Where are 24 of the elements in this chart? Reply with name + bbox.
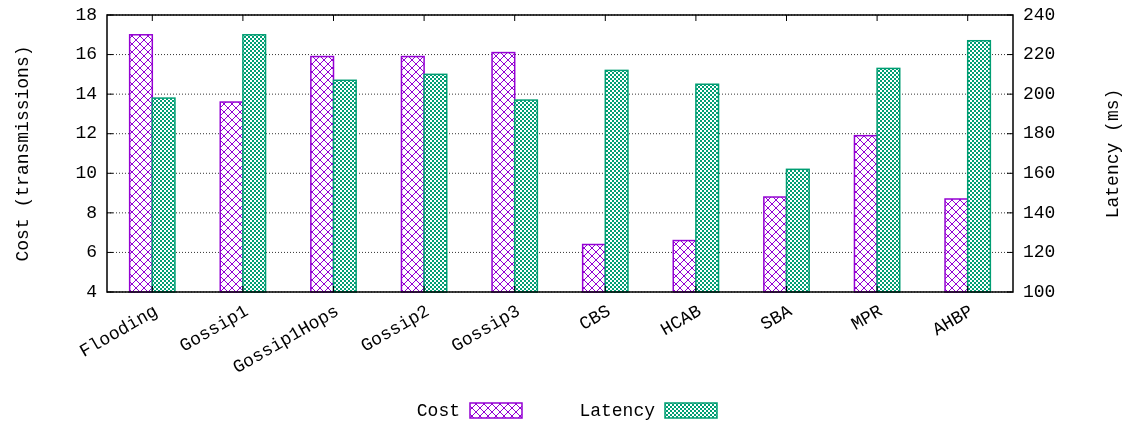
y2-tick-label: 140 [1023,202,1056,223]
y2-tick-label: 120 [1023,242,1056,263]
y-axis-title: Cost (transmissions) [13,45,33,262]
legend-label: Latency [579,400,656,421]
y-tick-label: 10 [75,163,97,184]
y-tick-label: 6 [86,242,97,263]
y2-tick-label: 100 [1023,281,1056,302]
y2-tick-label: 240 [1023,4,1056,25]
legend-label: Cost [416,400,460,421]
y-tick-label: 14 [75,83,97,104]
y2-tick-label: 180 [1023,123,1056,144]
y2-tick-label: 220 [1023,44,1056,65]
y-tick-label: 4 [86,281,97,302]
x-tick-label: SBA [757,301,796,335]
x-tick-label: MPR [847,301,887,335]
y-tick-label: 8 [86,202,97,223]
y-tick-label: 12 [75,123,97,144]
x-tick-label: CBS [576,301,615,335]
y-tick-label: 16 [75,44,97,65]
y2-tick-label: 160 [1023,163,1056,184]
x-tick-label: HCAB [657,301,705,341]
y2-axis-title: Latency (ms) [1103,88,1123,219]
y-tick-label: 18 [75,4,97,25]
y2-tick-label: 200 [1023,83,1056,104]
